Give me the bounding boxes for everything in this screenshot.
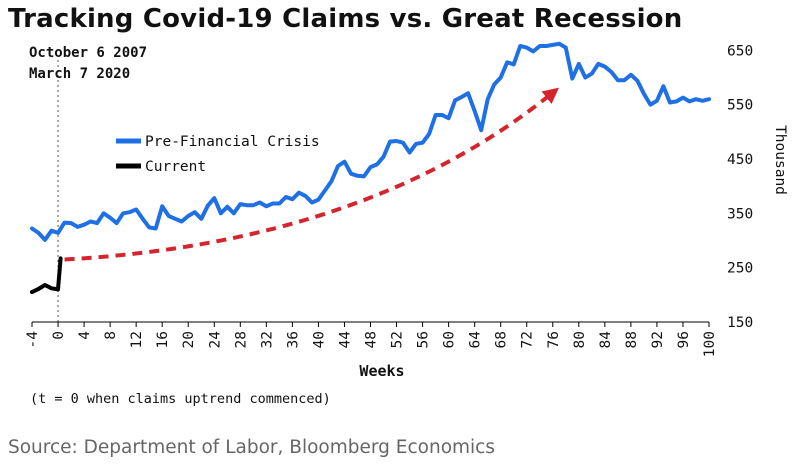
x-tick-label: 16 <box>155 331 171 348</box>
x-tick-label: 32 <box>259 331 275 348</box>
x-tick-label: 36 <box>285 331 301 348</box>
y-axis-ticks: 150 250 350 450 550 650 <box>727 43 753 331</box>
footnote: (t = 0 when claims uptrend commenced) <box>30 391 331 407</box>
x-tick-label: 92 <box>650 331 666 348</box>
x-tick-label: 4 <box>77 331 93 340</box>
trend-arrow <box>64 87 559 262</box>
x-axis-ticks: -4 0 4 8 12 16 20 24 28 32 36 40 44 48 52 56 60 64 68 72 76 8… <box>25 322 718 357</box>
x-tick-label: 80 <box>572 331 588 348</box>
x-tick-label: 12 <box>129 331 145 348</box>
x-tick-label: 44 <box>337 331 353 349</box>
x-tick-label: -4 <box>25 331 41 349</box>
x-tick-label: 0 <box>51 331 67 340</box>
x-tick-label: 76 <box>546 331 562 348</box>
legend-label-pre-financial-crisis: Pre-Financial Crisis <box>145 134 320 150</box>
x-tick-label: 20 <box>181 331 197 348</box>
y-tick-label: 550 <box>727 98 753 114</box>
x-tick-label: 96 <box>676 331 692 348</box>
legend: Pre-Financial Crisis Current <box>116 134 320 175</box>
x-tick-label: 88 <box>624 331 640 348</box>
x-tick-label: 24 <box>207 331 223 349</box>
x-tick-label: 64 <box>468 331 484 349</box>
chart-title: Tracking Covid-19 Claims vs. Great Reces… <box>8 4 683 34</box>
date-label-2007: October 6 2007 <box>29 45 147 61</box>
x-axis-label: Weeks <box>359 362 404 380</box>
x-tick-label: 40 <box>311 331 327 348</box>
x-tick-label: 52 <box>390 331 406 348</box>
date-label-2020: March 7 2020 <box>29 66 130 82</box>
x-tick-label: 72 <box>520 331 536 348</box>
series-line-current <box>30 256 63 295</box>
x-tick-label: 60 <box>442 331 458 348</box>
y-tick-label: 650 <box>727 43 753 59</box>
y-axis-label: Thousand <box>772 125 788 195</box>
source-text: Source: Department of Labor, Bloomberg E… <box>8 437 495 458</box>
y-tick-label: 350 <box>727 206 753 222</box>
y-tick-label: 250 <box>727 261 753 277</box>
x-tick-label: 56 <box>416 331 432 348</box>
x-tick-label: 8 <box>103 331 119 340</box>
y-tick-label: 450 <box>727 152 753 168</box>
x-tick-label: 28 <box>233 331 249 348</box>
series-line-pre-financial-crisis <box>30 41 711 242</box>
x-tick-label: 84 <box>598 331 614 349</box>
y-tick-label: 150 <box>727 315 753 331</box>
legend-label-current: Current <box>145 159 206 175</box>
x-tick-label: 100 <box>702 331 718 357</box>
x-tick-label: 68 <box>494 331 510 348</box>
x-tick-label: 48 <box>364 331 380 348</box>
